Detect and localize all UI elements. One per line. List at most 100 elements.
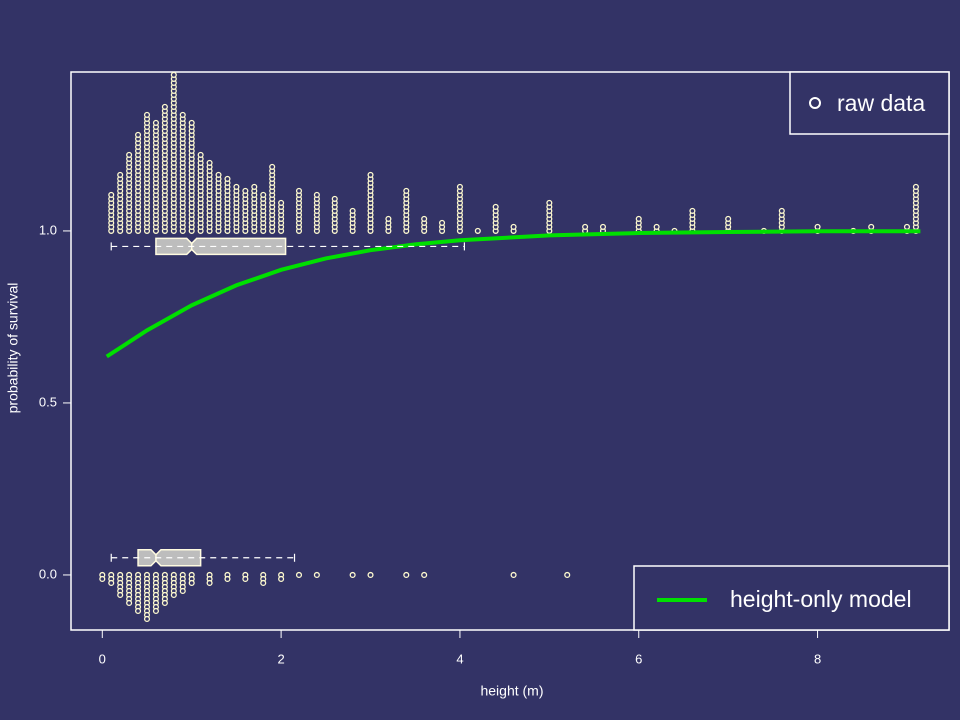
point-stack <box>152 571 159 615</box>
x-tick-label: 0 <box>99 651 106 666</box>
point-stack <box>260 571 267 587</box>
raw-point <box>456 183 463 190</box>
point-stack <box>269 163 276 234</box>
raw-point <box>224 575 231 583</box>
point-stack <box>143 571 151 623</box>
raw-point <box>689 207 696 214</box>
raw-point <box>438 219 446 226</box>
point-stack <box>278 199 285 234</box>
raw-point <box>599 223 607 230</box>
raw-point <box>135 131 142 138</box>
point-stack <box>295 571 303 579</box>
raw-point <box>510 571 517 579</box>
x-tick-label: 2 <box>277 651 284 666</box>
raw-point <box>331 195 338 202</box>
point-stack <box>546 199 553 234</box>
y-axis-label: probability of survival <box>5 283 21 414</box>
x-tick-label: 4 <box>456 651 463 666</box>
point-stack <box>197 151 204 234</box>
point-stack <box>126 151 133 234</box>
legend-box <box>789 71 950 135</box>
raw-point <box>224 175 231 182</box>
raw-point <box>242 187 249 194</box>
point-stack <box>143 111 151 234</box>
raw-point <box>546 199 553 206</box>
point-stack <box>170 571 177 599</box>
raw-point <box>152 607 159 615</box>
point-stack <box>117 571 124 599</box>
point-stack <box>349 207 356 234</box>
point-stack <box>295 187 303 234</box>
raw-point <box>251 183 258 190</box>
point-stack <box>242 187 249 234</box>
raw-point <box>725 215 732 222</box>
point-stack <box>135 571 142 615</box>
raw-point <box>269 163 276 170</box>
raw-point <box>564 571 571 579</box>
x-axis-label: height (m) <box>480 683 543 699</box>
raw-point <box>108 579 115 587</box>
raw-point <box>215 171 222 178</box>
raw-point <box>260 579 267 587</box>
raw-point <box>903 223 911 230</box>
point-stack <box>99 571 106 583</box>
legend-label: raw data <box>837 90 925 116</box>
raw-point <box>197 151 204 158</box>
point-stack <box>152 119 159 234</box>
raw-point <box>161 599 168 607</box>
point-stack <box>188 119 195 234</box>
raw-point <box>108 191 115 198</box>
raw-point <box>367 171 374 178</box>
point-stack <box>108 571 115 587</box>
raw-point <box>170 71 177 78</box>
point-stack <box>135 131 142 234</box>
raw-point <box>188 579 195 587</box>
raw-point <box>868 223 875 230</box>
raw-point <box>242 575 249 583</box>
point-stack <box>510 223 517 234</box>
point-stack <box>474 227 481 234</box>
raw-point <box>260 191 267 198</box>
raw-point <box>278 199 285 206</box>
point-stack <box>179 571 186 595</box>
raw-point <box>179 587 186 595</box>
point-stack <box>510 571 517 579</box>
raw-point <box>403 571 410 579</box>
raw-point <box>99 575 106 583</box>
point-stack <box>403 187 410 234</box>
point-stack <box>456 183 463 234</box>
raw-point <box>349 571 356 579</box>
raw-point <box>349 207 356 214</box>
point-stack <box>331 195 338 234</box>
point-stack <box>108 191 115 234</box>
point-stack <box>635 215 642 234</box>
raw-point <box>179 111 186 118</box>
raw-point <box>403 187 410 194</box>
raw-point <box>126 151 133 158</box>
raw-point <box>143 615 151 623</box>
point-stack <box>233 183 240 234</box>
raw-point <box>295 187 303 194</box>
point-stack <box>260 191 267 234</box>
raw-point <box>912 183 919 190</box>
raw-point <box>233 183 240 190</box>
raw-point <box>385 215 392 222</box>
point-stack <box>170 71 177 234</box>
raw-point <box>313 571 320 579</box>
point-stack <box>421 215 428 234</box>
point-stack <box>242 571 249 583</box>
point-stack <box>161 571 168 607</box>
box <box>155 237 287 256</box>
point-stack <box>689 207 696 234</box>
legend-symbol <box>809 97 821 109</box>
point-stack <box>179 111 186 234</box>
raw-point <box>152 119 159 126</box>
point-stack <box>367 171 374 234</box>
point-stack <box>188 571 195 587</box>
raw-point <box>117 591 124 599</box>
point-stack <box>206 159 213 234</box>
point-stack <box>215 171 222 234</box>
raw-point <box>206 579 213 587</box>
point-stack <box>367 571 374 579</box>
point-stack <box>492 203 499 234</box>
